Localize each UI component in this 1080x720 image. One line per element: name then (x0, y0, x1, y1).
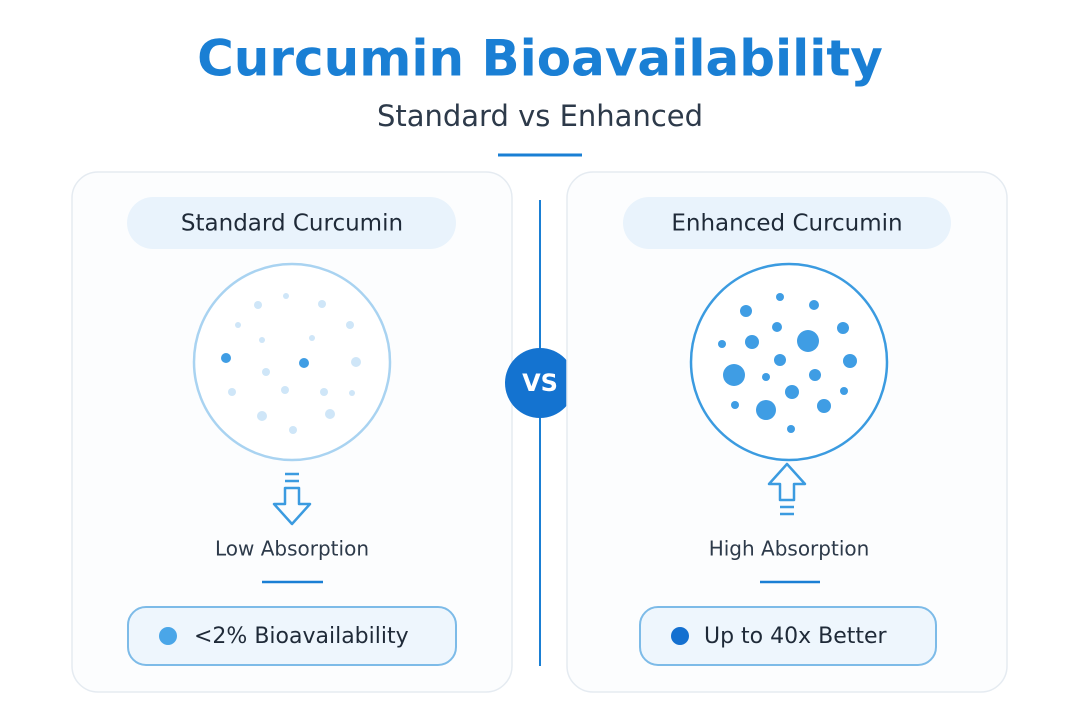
vs-label: VS (522, 369, 558, 397)
particles (718, 293, 857, 433)
particle (299, 358, 309, 368)
particle (221, 353, 231, 363)
heading-pill (623, 197, 951, 249)
particle-circle (689, 262, 889, 462)
arrow-down (272, 472, 312, 526)
absorption-label: High Absorption (709, 537, 870, 561)
vs-badge (505, 348, 575, 418)
stat-pill (639, 606, 937, 666)
stat-pill (127, 606, 457, 666)
arrow-up (767, 462, 807, 516)
subtitle: Standard vs Enhanced (377, 99, 703, 133)
stat-dot (671, 627, 689, 645)
heading-pill (127, 197, 456, 249)
stat-text: Up to 40x Better (704, 624, 888, 649)
stat-text: <2% Bioavailability (194, 624, 409, 649)
panel-heading: Standard Curcumin (181, 211, 403, 237)
title: Curcumin Bioavailability (197, 30, 883, 88)
particle-circle (192, 262, 392, 462)
absorption-label: Low Absorption (215, 537, 369, 561)
stat-dot (159, 627, 177, 645)
particles (228, 293, 361, 434)
panel-heading: Enhanced Curcumin (671, 211, 902, 237)
